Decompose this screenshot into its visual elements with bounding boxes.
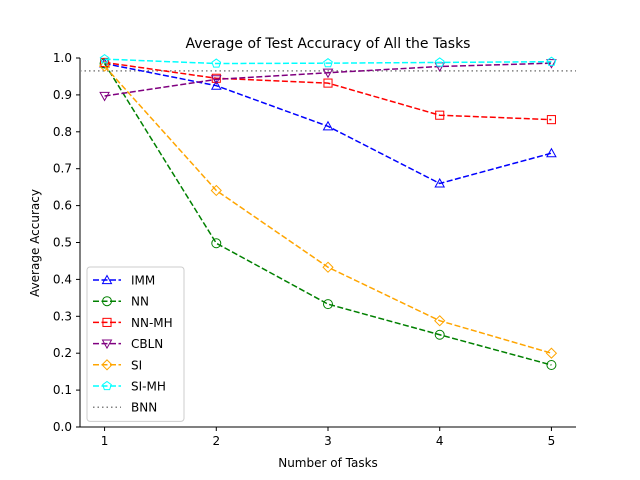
data-point-imm: [434, 177, 446, 188]
data-point-si: [322, 261, 334, 273]
y-tick-label: 0.8: [53, 125, 72, 139]
y-tick-label: 0.6: [53, 199, 72, 213]
legend-label-si-mh: SI-MH: [131, 380, 166, 394]
y-tick-label: 0.0: [53, 420, 72, 434]
legend: IMM NN NN-MH CBLN SI SI-MH BNN: [86, 266, 185, 422]
legend-label-nn-mh: NN-MH: [131, 316, 173, 330]
y-tick-label: 0.7: [53, 162, 72, 176]
y-tick-label: 0.5: [53, 236, 72, 250]
legend-box: [86, 266, 185, 422]
data-point-nn: [546, 360, 557, 371]
data-point-cbln: [210, 75, 222, 85]
series-line-nn-mh: [104, 61, 552, 121]
data-point-si-mh: [211, 58, 222, 68]
series-line-nn: [103, 63, 552, 366]
data-point-si: [210, 184, 222, 197]
data-point-cbln: [99, 91, 110, 102]
legend-label-nn: NN: [131, 295, 149, 309]
x-tick-label: 4: [436, 434, 444, 448]
data-point-cbln: [322, 68, 334, 79]
legend-label-cbln: CBLN: [131, 337, 163, 351]
legend-label-si: SI: [131, 358, 142, 372]
data-point-si-mh: [99, 53, 110, 64]
data-point-si: [434, 315, 446, 327]
series-line-si: [104, 65, 552, 354]
legend-label-bnn: BNN: [131, 401, 157, 415]
data-point-imm: [546, 147, 557, 158]
data-point-nn: [323, 299, 333, 310]
x-tick-label: 5: [548, 434, 556, 448]
legend-marker-imm: [101, 274, 113, 285]
data-point-si-mh: [434, 57, 445, 67]
series-line-si-mh: [104, 58, 552, 65]
y-tick-label: 0.1: [53, 383, 72, 397]
data-point-si-mh: [323, 58, 333, 68]
legend-marker-si: [101, 359, 113, 371]
data-point-nn-mh: [435, 110, 445, 120]
data-point-imm: [210, 80, 222, 90]
x-axis-label: Number of Tasks: [278, 456, 378, 470]
data-point-nn: [211, 238, 222, 249]
chart-title: Average of Test Accuracy of All the Task…: [186, 36, 471, 52]
legend-marker-nn-mh: [102, 317, 112, 327]
x-tick-label: 3: [324, 434, 332, 448]
legend-label-imm: IMM: [131, 274, 155, 288]
plot-area: 0.0 0.1 0.2 0.3 0.4 0.5 0.6 0.7 0.8 0.9 1.0 1 2 3 4 5: [53, 51, 576, 448]
data-point-si: [545, 347, 558, 359]
series-line-imm: [104, 62, 552, 185]
data-point-nn-mh: [211, 73, 221, 83]
y-axis-label: Average Accuracy: [28, 189, 42, 297]
legend-marker-nn: [102, 296, 112, 307]
y-tick-label: 0.4: [53, 272, 72, 286]
legend-marker-cbln: [101, 339, 113, 350]
data-point-nn-mh: [546, 115, 556, 125]
y-tick-label: 1.0: [53, 51, 72, 65]
data-point-si: [98, 60, 111, 72]
x-tick-label: 1: [101, 434, 109, 448]
x-tick-label: 2: [212, 434, 220, 448]
data-point-nn-mh: [323, 78, 333, 88]
y-tick-label: 0.9: [53, 88, 72, 102]
y-tick-label: 0.2: [53, 346, 72, 360]
data-point-si-mh: [546, 56, 557, 66]
legend-marker-si-mh: [102, 380, 112, 391]
data-point-nn: [434, 329, 445, 340]
data-point-cbln: [546, 59, 557, 69]
series-line-cbln: [104, 62, 552, 97]
data-point-imm: [322, 120, 334, 131]
y-tick-label: 0.3: [53, 309, 72, 323]
